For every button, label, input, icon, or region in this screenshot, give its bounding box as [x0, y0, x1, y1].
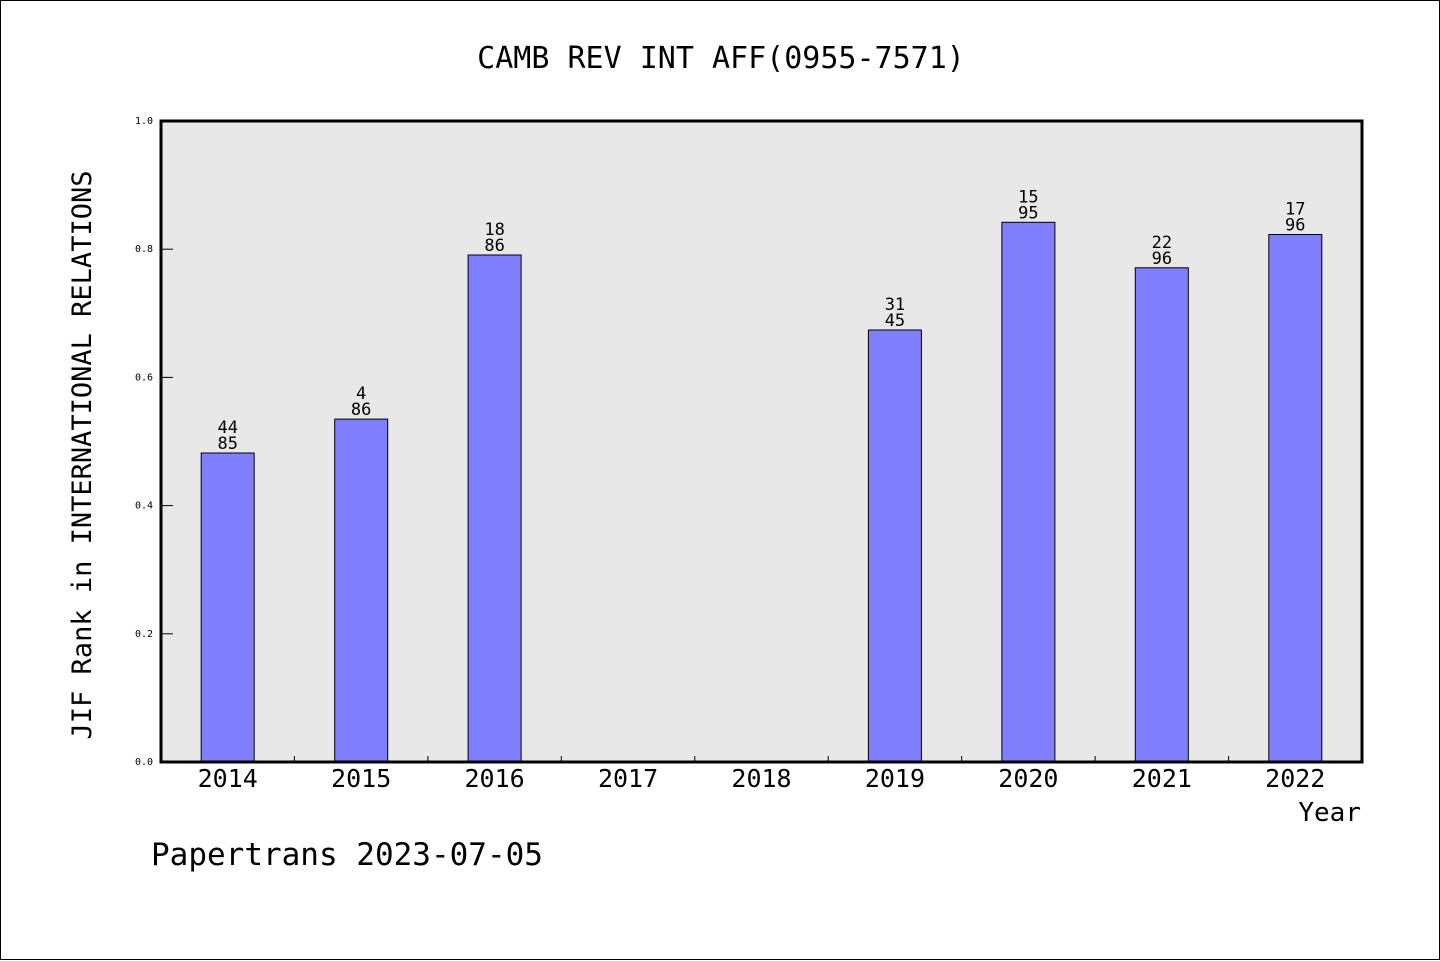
y-axis-label: JIF Rank in INTERNATIONAL RELATIONS [67, 171, 98, 740]
y-tick-label: 0.6 [135, 372, 153, 383]
x-axis-label: Year [1298, 798, 1361, 828]
x-tick-label: 2021 [1132, 764, 1192, 793]
y-tick-label: 0.8 [135, 244, 153, 255]
bar-rank-label: 31 [885, 295, 905, 315]
bar-total-label: 86 [351, 400, 371, 420]
x-tick-label: 2016 [465, 764, 525, 793]
plot-border [159, 119, 1364, 764]
bar-total-label: 85 [217, 434, 237, 454]
x-tick-label: 2014 [198, 764, 258, 793]
bar-rank-label: 15 [1018, 187, 1038, 207]
footer-credit: Papertrans 2023-07-05 [151, 837, 543, 873]
bar-total-label: 45 [885, 311, 905, 331]
bar-2019 [867, 329, 922, 763]
x-tick-label: 2019 [865, 764, 925, 793]
y-tick-label: 0.2 [135, 629, 153, 640]
bar-rank-label: 18 [484, 220, 504, 240]
x-tick-label: 2020 [998, 764, 1058, 793]
x-tick-label: 2018 [731, 764, 791, 793]
y-tick-label: 0.0 [135, 757, 153, 768]
bars-group [200, 221, 1323, 763]
bar-2016 [467, 254, 522, 763]
x-axis: 2014 2015 2016 2017 2018 2019 2020 2021 2022 [198, 756, 1325, 793]
chart-title: CAMB REV INT AFF(0955-7571) [477, 41, 965, 76]
bar-rank-label: 4 [356, 384, 366, 404]
x-tick-label: 2015 [331, 764, 391, 793]
bar-2021 [1134, 267, 1189, 763]
y-tick-label: 0.4 [135, 501, 153, 512]
bar-total-label: 96 [1152, 249, 1172, 269]
y-tick-label: 1.0 [135, 116, 153, 127]
bar-total-label: 96 [1285, 216, 1305, 236]
bar-total-label: 86 [484, 236, 504, 256]
x-tick-label: 2017 [598, 764, 658, 793]
bar-2022 [1268, 234, 1323, 763]
bar-2020 [1001, 221, 1056, 763]
bar-total-label: 95 [1018, 203, 1038, 223]
bar-2014 [200, 452, 255, 763]
bar-rank-label: 44 [217, 418, 237, 438]
bar-rank-label: 22 [1152, 233, 1172, 253]
bar-2015 [334, 418, 389, 763]
bar-rank-label: 17 [1285, 200, 1305, 220]
x-tick-label: 2022 [1265, 764, 1325, 793]
